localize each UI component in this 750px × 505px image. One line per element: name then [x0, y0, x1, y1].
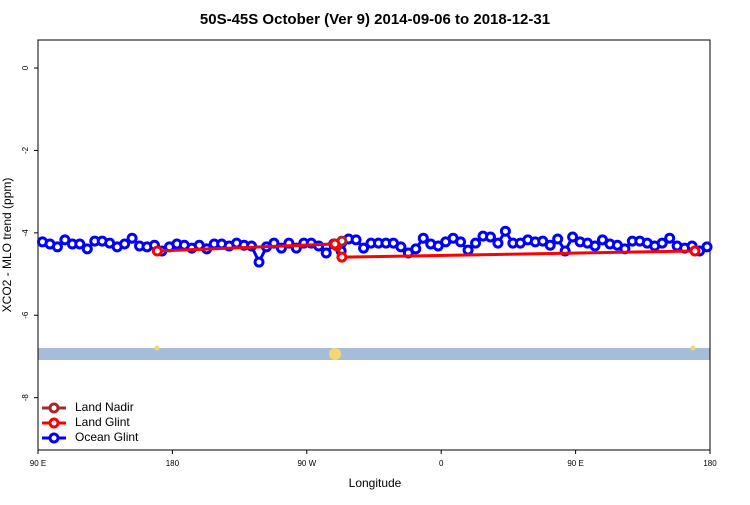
point — [320, 247, 332, 259]
point — [119, 238, 131, 250]
x-tick-label: 0 — [439, 459, 444, 468]
point — [470, 237, 482, 249]
legend-marker — [48, 402, 60, 414]
point — [589, 240, 601, 252]
land-marker — [690, 345, 696, 351]
point — [499, 225, 511, 237]
point — [664, 232, 676, 244]
surface-band — [38, 348, 710, 360]
land-marker — [154, 345, 160, 351]
x-tick-label: 180 — [703, 459, 717, 468]
point — [544, 239, 556, 251]
y-axis-label: XCO2 - MLO trend (ppm) — [0, 178, 14, 313]
x-tick-label: 90 E — [567, 459, 583, 468]
point — [410, 243, 422, 255]
point — [462, 244, 474, 256]
legend-label: Land Nadir — [75, 400, 134, 414]
point — [567, 231, 579, 243]
point — [492, 237, 504, 249]
y-tick-label: -4 — [21, 229, 30, 237]
x-tick-label: 180 — [166, 459, 180, 468]
y-tick-label: -2 — [21, 146, 30, 154]
legend-marker — [48, 432, 60, 444]
point — [253, 256, 265, 268]
point — [329, 238, 341, 250]
legend-label: Land Glint — [75, 415, 130, 429]
x-tick-label: 90 W — [297, 459, 316, 468]
point — [81, 243, 93, 255]
legend-marker — [48, 417, 60, 429]
series-line — [157, 242, 695, 259]
x-axis-label: Longitude — [349, 476, 402, 490]
legend-label: Ocean Glint — [75, 430, 139, 444]
point — [358, 242, 370, 254]
point — [126, 232, 138, 244]
chart-title: 50S-45S October (Ver 9) 2014-09-06 to 20… — [200, 11, 550, 28]
land-marker — [329, 348, 341, 360]
point — [701, 241, 713, 253]
y-tick-label: -8 — [21, 394, 30, 402]
point — [336, 251, 348, 263]
point — [484, 231, 496, 243]
point — [74, 238, 86, 250]
point — [455, 236, 467, 248]
point — [395, 241, 407, 253]
point — [151, 245, 163, 257]
point — [51, 241, 63, 253]
point — [656, 237, 668, 249]
point — [417, 232, 429, 244]
y-tick-label: 0 — [21, 65, 30, 70]
point — [689, 245, 701, 257]
y-tick-label: -6 — [21, 311, 30, 319]
point — [350, 234, 362, 246]
point — [552, 233, 564, 245]
x-tick-label: 90 E — [30, 459, 46, 468]
